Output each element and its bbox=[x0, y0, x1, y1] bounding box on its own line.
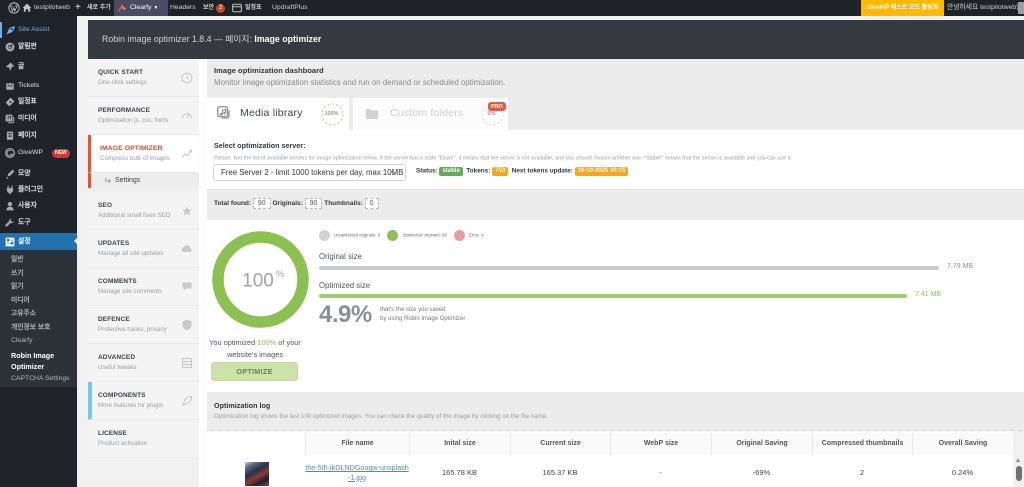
svg-text:100: 100 bbox=[242, 270, 274, 291]
svg-text:%: % bbox=[276, 269, 285, 280]
